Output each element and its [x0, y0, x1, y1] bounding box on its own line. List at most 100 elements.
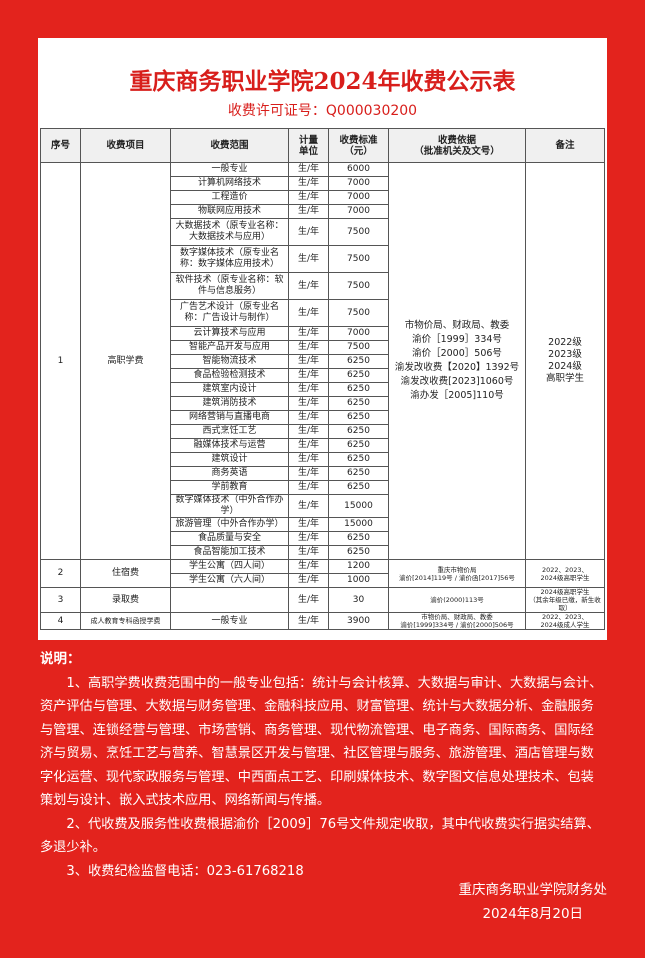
header-line: 单位	[298, 145, 318, 157]
scope-cell: 网络营销与直播电商	[170, 410, 289, 425]
basis-cell: 市物价局、财政局、教委 渝价[1999]334号 / 渝价[2000]506号	[388, 612, 526, 630]
unit-cell: 生/年	[288, 396, 329, 411]
scope-cell: 工程造价	[170, 190, 289, 205]
fee-cell: 15000	[328, 517, 389, 532]
scope-cell: 大数据技术（原专业名称：大数据技术与应用）	[170, 218, 289, 246]
scope-cell: 西式烹饪工艺	[170, 424, 289, 439]
remark-line: 2022、2023、	[541, 613, 589, 622]
remark-cell: 2022级 2023级 2024级 高职学生	[525, 162, 605, 560]
signature-block: 重庆商务职业学院财务处 2024年8月20日	[459, 878, 608, 926]
fee-cell: 6250	[328, 368, 389, 383]
fee-cell: 7000	[328, 204, 389, 219]
scope-cell: 食品检验检测技术	[170, 368, 289, 383]
basis-line: 市物价局、财政局、教委	[421, 613, 493, 622]
fee-cell: 1000	[328, 573, 389, 588]
unit-cell: 生/年	[288, 517, 329, 532]
scope-cell: 学生公寓（四人间）	[170, 559, 289, 574]
scope-cell: 一般专业	[170, 612, 289, 630]
unit-cell: 生/年	[288, 190, 329, 205]
unit-cell: 生/年	[288, 452, 329, 467]
fee-cell: 6250	[328, 354, 389, 369]
fee-cell: 6250	[328, 410, 389, 425]
scope-cell: 软件技术（原专业名称：软件与信息服务）	[170, 272, 289, 300]
unit-cell: 生/年	[288, 531, 329, 546]
fee-cell: 6250	[328, 438, 389, 453]
unit-cell: 生/年	[288, 559, 329, 574]
signature: 重庆商务职业学院财务处	[458, 882, 608, 898]
column-header: 收费项目	[80, 128, 171, 163]
scope-cell: 云计算技术与应用	[170, 326, 289, 341]
fee-cell: 6250	[328, 480, 389, 495]
scope-cell: 建筑室内设计	[170, 382, 289, 397]
basis-line: 渝价［1999］334号	[412, 334, 502, 345]
remark-line: 高职学生	[545, 373, 584, 384]
unit-cell: 生/年	[288, 480, 329, 495]
basis-line: 渝价[1999]334号 / 渝价[2000]506号	[400, 621, 514, 629]
note-paragraph: 1、高职学费收费范围中的一般专业包括：统计与会计核算、大数据与审计、大数据与会计…	[40, 675, 603, 809]
table-row: 商务英语 生/年 6250	[41, 466, 605, 481]
basis-line: 渝发改收费【2020】1392号	[394, 362, 520, 373]
table-row: 数字媒体技术（原专业名称：数字媒体应用技术） 生/年 7500	[41, 245, 605, 273]
remark-line: 2024级高职学生	[540, 588, 590, 597]
header-line: 备注	[555, 140, 575, 151]
scope-cell: 数字媒体技术（原专业名称：数字媒体应用技术）	[170, 245, 289, 273]
fee-cell: 6250	[328, 452, 389, 467]
fee-cell: 7500	[328, 299, 389, 327]
unit-cell: 生/年	[288, 354, 329, 369]
header-line: 收费范围	[210, 140, 249, 151]
remark-line: 2022、2023、	[541, 565, 589, 574]
remark-line: 2023级	[548, 349, 582, 360]
basis-cell: 市物价局、财政局、教委 渝价［1999］334号 渝价［2000］506号 渝发改收费…	[388, 162, 526, 560]
unit-cell: 生/年	[288, 612, 329, 630]
fee-cell: 6250	[328, 424, 389, 439]
license: 收费许可证号：Q000030200	[227, 103, 418, 119]
unit-cell: 生/年	[288, 272, 329, 300]
column-header: 备注	[525, 128, 605, 163]
date: 2024年8月20日	[482, 906, 584, 922]
fee-table: 序号 收费项目 收费范围 计量 单位 收费标准 （元） 收费依据 （批准机关及文号） 备注 1 高职…	[40, 128, 605, 630]
fee-cell: 7000	[328, 326, 389, 341]
fee-cell: 3900	[328, 612, 389, 630]
fee-cell: 15000	[328, 494, 389, 518]
column-header: 收费依据 （批准机关及文号）	[388, 128, 526, 163]
fee-cell: 7500	[328, 272, 389, 300]
unit-cell: 生/年	[288, 573, 329, 588]
unit-cell: 生/年	[288, 176, 329, 191]
remark-cell: 2022、2023、 2024级高职学生	[525, 559, 605, 588]
basis-line: 重庆市物价局	[437, 565, 477, 574]
seq-cell: 4	[40, 612, 81, 630]
note-paragraph: 2、代收费及服务性收费根据渝价［2009］76号文件规定收取，其中代收费实行据实…	[40, 816, 600, 856]
column-header: 计量 单位	[288, 128, 329, 163]
basis-line: 渝价［2000］506号	[412, 348, 502, 359]
fee-cell: 6250	[328, 382, 389, 397]
scope-cell: 食品智能加工技术	[170, 545, 289, 560]
unit-cell: 生/年	[288, 587, 329, 613]
header-row: 序号 收费项目 收费范围 计量 单位 收费标准 （元） 收费依据 （批准机关及文号） 备注	[40, 128, 605, 163]
unit-cell: 生/年	[288, 494, 329, 518]
fee-cell: 6250	[328, 466, 389, 481]
remark-line: （其余年级已缴，新生收取）	[529, 596, 601, 612]
fee-cell: 6000	[328, 162, 389, 177]
unit-cell: 生/年	[288, 545, 329, 560]
fee-cell: 7500	[328, 340, 389, 355]
unit-cell: 生/年	[288, 382, 329, 397]
fee-cell: 6250	[328, 545, 389, 560]
scope-cell	[170, 587, 289, 613]
remark-line: 2024级	[548, 361, 582, 372]
fee-cell: 7500	[328, 245, 389, 273]
notes: 说明： 1、高职学费收费范围中的一般专业包括：统计与会计核算、大数据与审计、大数…	[40, 648, 607, 883]
table-row: 学生公寓（六人间） 生/年 1000	[41, 573, 605, 588]
scope-cell: 旅游管理（中外合作办学）	[170, 517, 289, 532]
title: 重庆商务职业学院2024年收费公示表	[129, 68, 516, 95]
column-header: 序号	[40, 128, 81, 163]
seq-cell: 3	[40, 587, 81, 613]
notes-heading: 说明：	[40, 651, 81, 667]
fee-cell: 6250	[328, 396, 389, 411]
table-row: 2 住宿费 学生公寓（四人间） 生/年 1200 重庆市物价局 渝价[2014]119号 /…	[40, 559, 605, 588]
note-paragraph: 3、收费纪检监督电话：023-61768218	[66, 863, 304, 879]
scope-cell: 学生公寓（六人间）	[170, 573, 289, 588]
header-line: 计量	[298, 134, 318, 146]
scope-cell: 数字媒体技术（中外合作办学）	[170, 494, 289, 518]
unit-cell: 生/年	[288, 410, 329, 425]
